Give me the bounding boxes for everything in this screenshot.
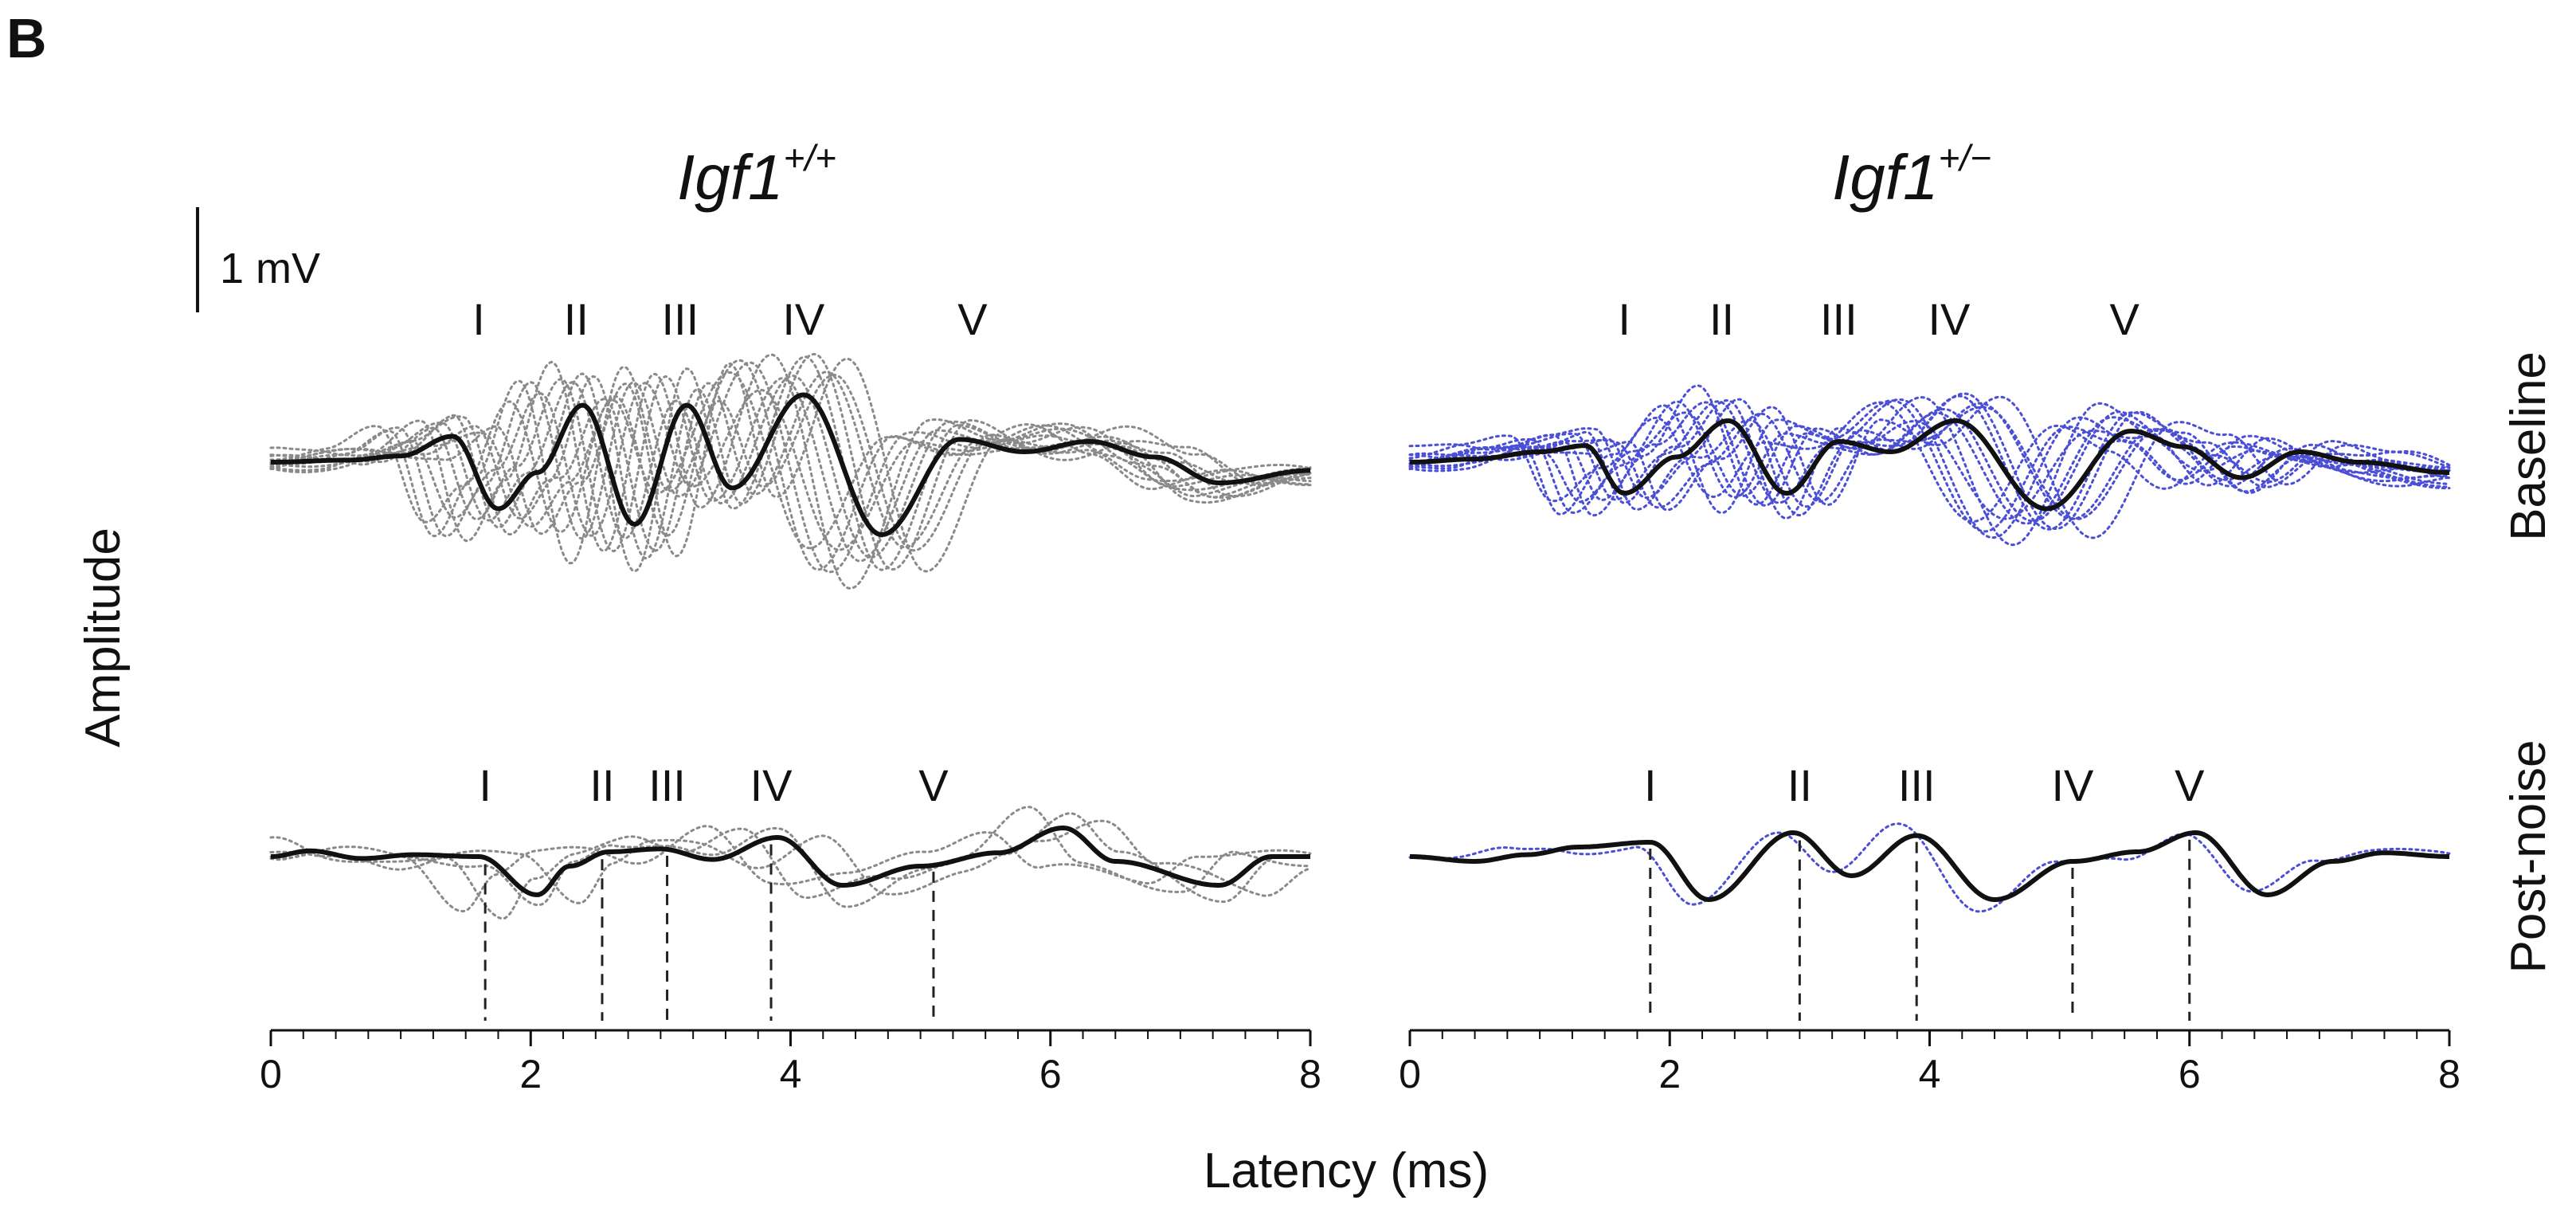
x-tick-label: 6 — [1039, 1052, 1062, 1096]
individual-trace-heterozygous-baseline — [1408, 402, 2451, 520]
individual-trace-wildtype-post-noise — [269, 825, 1312, 913]
peak-label-heterozygous-baseline: II — [1709, 294, 1734, 344]
individual-trace-wildtype-baseline — [269, 371, 1312, 550]
peak-label-wildtype-baseline: III — [662, 294, 699, 344]
individual-trace-wildtype-post-noise — [269, 819, 1312, 904]
row-label-post-noise: Post-noise — [2501, 740, 2556, 974]
x-tick-label: 2 — [519, 1052, 542, 1096]
x-tick-label: 8 — [1299, 1052, 1321, 1096]
individual-trace-heterozygous-baseline — [1408, 392, 2451, 530]
x-axis-label: Latency (ms) — [1204, 1143, 1489, 1198]
x-tick-label: 0 — [1399, 1052, 1421, 1096]
mean-trace-heterozygous-baseline — [1410, 418, 2449, 512]
column-title-heterozygous-base: Igf1 — [1832, 142, 1938, 213]
scale-bar-label: 1 mV — [220, 245, 320, 292]
panel-letter: B — [6, 7, 47, 69]
individual-trace-wildtype-baseline — [269, 361, 1312, 574]
individual-trace-wildtype-baseline — [269, 373, 1312, 552]
individual-trace-wildtype-baseline — [269, 353, 1312, 590]
row-label-baseline: Baseline — [2501, 351, 2556, 541]
column-title-heterozygous: Igf1+/− — [1832, 137, 1991, 213]
x-tick-label: 4 — [780, 1052, 802, 1096]
peak-label-wildtype-baseline: I — [472, 294, 485, 344]
peak-label-heterozygous-baseline: IV — [1928, 294, 1971, 344]
peak-label-wildtype-baseline: II — [564, 294, 589, 344]
column-title-wildtype: Igf1+/+ — [677, 137, 836, 213]
individual-trace-wildtype-post-noise — [269, 812, 1312, 908]
individual-trace-wildtype-baseline — [269, 357, 1312, 573]
mean-trace-heterozygous-post-noise — [1410, 830, 2449, 902]
peak-label-wildtype-baseline: V — [957, 294, 988, 344]
peak-label-wildtype-post-noise: II — [589, 760, 614, 810]
peak-label-heterozygous-baseline: V — [2110, 294, 2140, 344]
individual-trace-wildtype-baseline — [269, 355, 1312, 573]
individual-trace-heterozygous-baseline — [1408, 401, 2451, 523]
peak-label-heterozygous-post-noise: IV — [2051, 760, 2094, 810]
individual-trace-heterozygous-baseline — [1408, 406, 2451, 520]
x-tick-label: 8 — [2438, 1052, 2461, 1096]
individual-trace-wildtype-baseline — [269, 375, 1312, 563]
column-title-wildtype-base: Igf1 — [677, 142, 783, 213]
peak-label-heterozygous-post-noise: III — [1898, 760, 1936, 810]
individual-trace-heterozygous-baseline — [1408, 401, 2451, 525]
column-title-wildtype-superscript: +/+ — [783, 137, 836, 178]
y-axis-label: Amplitude — [76, 528, 131, 747]
peak-label-wildtype-post-noise: III — [648, 760, 686, 810]
peak-label-heterozygous-post-noise: II — [1787, 760, 1812, 810]
individual-trace-heterozygous-baseline — [1408, 395, 2451, 539]
peak-label-wildtype-post-noise: I — [479, 760, 491, 810]
peak-label-heterozygous-baseline: III — [1820, 294, 1858, 344]
individual-trace-heterozygous-post-noise — [1408, 822, 2451, 913]
peak-label-wildtype-baseline: IV — [782, 294, 825, 344]
peak-label-wildtype-post-noise: IV — [750, 760, 793, 810]
column-title-heterozygous-superscript: +/− — [1938, 137, 1991, 178]
x-tick-label: 6 — [2179, 1052, 2201, 1096]
x-tick-label: 2 — [1658, 1052, 1681, 1096]
plot-area: I II III IV V I II III IV VI II III IV V I II III IV V0 2 4 6… — [260, 294, 2461, 1096]
mean-trace-wildtype-baseline — [271, 392, 1310, 537]
peak-label-heterozygous-post-noise: V — [2175, 760, 2205, 810]
peak-label-heterozygous-baseline: I — [1618, 294, 1631, 344]
individual-trace-wildtype-baseline — [269, 375, 1312, 559]
mean-trace-wildtype-post-noise — [270, 826, 1310, 897]
x-tick-label: 4 — [1919, 1052, 1941, 1096]
x-tick-label: 0 — [260, 1052, 282, 1096]
individual-trace-heterozygous-baseline — [1408, 384, 2451, 547]
peak-label-wildtype-post-noise: V — [918, 760, 949, 810]
peak-label-heterozygous-post-noise: I — [1644, 760, 1657, 810]
individual-trace-wildtype-baseline — [269, 382, 1312, 551]
individual-trace-heterozygous-baseline — [1408, 400, 2451, 523]
individual-trace-wildtype-baseline — [269, 359, 1312, 571]
